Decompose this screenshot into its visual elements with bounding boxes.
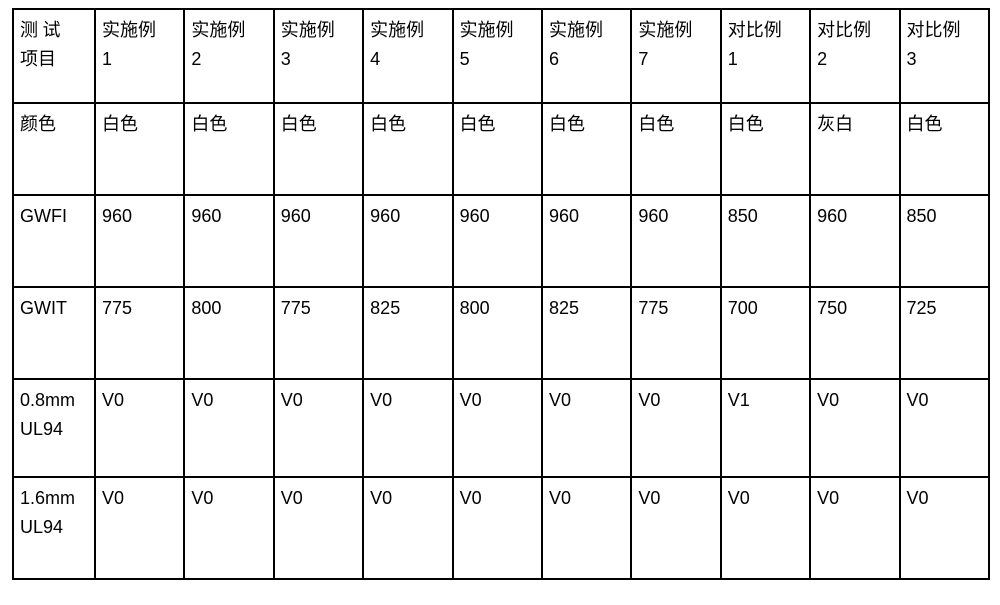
cell: V0: [900, 379, 989, 477]
cell: V0: [95, 477, 184, 579]
cell: V0: [184, 477, 273, 579]
hdr-l2: 1: [728, 49, 738, 69]
hdr-l2: 1: [102, 49, 112, 69]
cell: V0: [274, 477, 363, 579]
cell: V0: [95, 379, 184, 477]
cell: V0: [274, 379, 363, 477]
col-header-line2: 项目: [20, 49, 56, 69]
hdr-l2: 6: [549, 49, 559, 69]
hdr-l2: 5: [460, 49, 470, 69]
table-header-row: 测 试 项目 实施例 1 实施例 2 实施例 3 实施例 4 实施例 5: [13, 9, 989, 103]
table-row: 0.8mm UL94 V0 V0 V0 V0 V0 V0 V0 V1 V0 V0: [13, 379, 989, 477]
hdr-l1: 对比例: [728, 20, 782, 40]
col-header-ex4: 实施例 4: [363, 9, 452, 103]
col-header-cmp2: 对比例 2: [810, 9, 899, 103]
data-table: 测 试 项目 实施例 1 实施例 2 实施例 3 实施例 4 实施例 5: [12, 8, 990, 580]
cell: V0: [900, 477, 989, 579]
row-label-color: 颜色: [13, 103, 95, 195]
col-header-line1: 测 试: [20, 20, 61, 40]
cell: 960: [631, 195, 720, 287]
hdr-l2: 3: [281, 49, 291, 69]
cell: 白色: [274, 103, 363, 195]
hdr-l2: 7: [638, 49, 648, 69]
row-label-gwfi: GWFI: [13, 195, 95, 287]
cell: V0: [721, 477, 810, 579]
hdr-l1: 实施例: [191, 20, 245, 40]
col-header-ex1: 实施例 1: [95, 9, 184, 103]
cell: 白色: [631, 103, 720, 195]
col-header-cmp3: 对比例 3: [900, 9, 989, 103]
cell: 白色: [721, 103, 810, 195]
row-label-line2: UL94: [20, 517, 63, 537]
cell: 960: [274, 195, 363, 287]
cell: 白色: [900, 103, 989, 195]
cell: 960: [810, 195, 899, 287]
cell: 白色: [453, 103, 542, 195]
hdr-l2: 2: [191, 49, 201, 69]
row-label-line2: UL94: [20, 419, 63, 439]
table-row: 颜色 白色 白色 白色 白色 白色 白色 白色 白色 灰白 白色: [13, 103, 989, 195]
cell: V0: [810, 477, 899, 579]
hdr-l1: 实施例: [638, 20, 692, 40]
cell: V0: [363, 379, 452, 477]
cell: 960: [542, 195, 631, 287]
cell: 960: [453, 195, 542, 287]
cell: 825: [363, 287, 452, 379]
cell: V0: [542, 379, 631, 477]
col-header-ex6: 实施例 6: [542, 9, 631, 103]
cell: 850: [721, 195, 810, 287]
hdr-l1: 实施例: [281, 20, 335, 40]
table-row: GWFI 960 960 960 960 960 960 960 850 960…: [13, 195, 989, 287]
cell: V0: [631, 477, 720, 579]
cell: 960: [184, 195, 273, 287]
cell: 800: [453, 287, 542, 379]
col-header-test-item: 测 试 项目: [13, 9, 95, 103]
col-header-ex3: 实施例 3: [274, 9, 363, 103]
cell: 700: [721, 287, 810, 379]
row-label-line1: 1.6mm: [20, 488, 75, 508]
cell: 灰白: [810, 103, 899, 195]
table-row: 1.6mm UL94 V0 V0 V0 V0 V0 V0 V0 V0 V0 V0: [13, 477, 989, 579]
cell: V0: [184, 379, 273, 477]
cell: V0: [453, 379, 542, 477]
cell: 850: [900, 195, 989, 287]
cell: 白色: [95, 103, 184, 195]
cell: 775: [274, 287, 363, 379]
cell: 白色: [184, 103, 273, 195]
cell: 725: [900, 287, 989, 379]
cell: 白色: [363, 103, 452, 195]
cell: 白色: [542, 103, 631, 195]
col-header-ex5: 实施例 5: [453, 9, 542, 103]
hdr-l1: 对比例: [817, 20, 871, 40]
cell: 825: [542, 287, 631, 379]
cell: V1: [721, 379, 810, 477]
hdr-l2: 3: [907, 49, 917, 69]
cell: 800: [184, 287, 273, 379]
hdr-l1: 实施例: [370, 20, 424, 40]
hdr-l1: 对比例: [907, 20, 961, 40]
row-label-16mm-ul94: 1.6mm UL94: [13, 477, 95, 579]
row-label-gwit: GWIT: [13, 287, 95, 379]
col-header-ex7: 实施例 7: [631, 9, 720, 103]
cell: V0: [453, 477, 542, 579]
cell: V0: [363, 477, 452, 579]
row-label-08mm-ul94: 0.8mm UL94: [13, 379, 95, 477]
hdr-l1: 实施例: [549, 20, 603, 40]
cell: V0: [631, 379, 720, 477]
hdr-l2: 2: [817, 49, 827, 69]
hdr-l1: 实施例: [460, 20, 514, 40]
cell: V0: [542, 477, 631, 579]
hdr-l1: 实施例: [102, 20, 156, 40]
cell: 750: [810, 287, 899, 379]
table-row: GWIT 775 800 775 825 800 825 775 700 750…: [13, 287, 989, 379]
cell: V0: [810, 379, 899, 477]
cell: 960: [95, 195, 184, 287]
cell: 775: [95, 287, 184, 379]
hdr-l2: 4: [370, 49, 380, 69]
col-header-cmp1: 对比例 1: [721, 9, 810, 103]
cell: 960: [363, 195, 452, 287]
cell: 775: [631, 287, 720, 379]
col-header-ex2: 实施例 2: [184, 9, 273, 103]
row-label-line1: 0.8mm: [20, 390, 75, 410]
